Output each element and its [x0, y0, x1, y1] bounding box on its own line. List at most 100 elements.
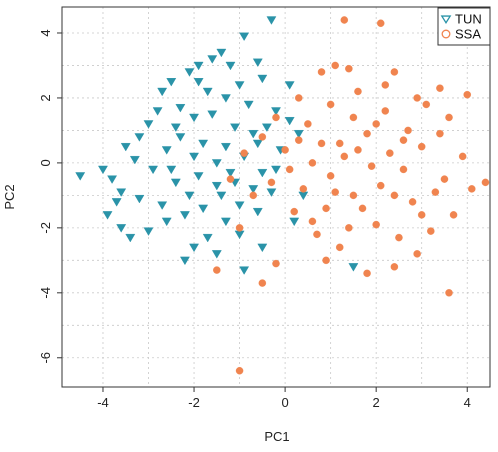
ssa-point: [404, 126, 412, 135]
ssa-point: [390, 191, 399, 200]
ssa-point: [413, 250, 421, 258]
ssa-point: [367, 162, 376, 170]
ssa-point: [390, 68, 399, 76]
ssa-point: [326, 172, 335, 180]
ssa-point: [445, 113, 453, 122]
legend-marker-tun: [440, 15, 452, 25]
ssa-point: [381, 107, 390, 115]
tun-point: [289, 217, 300, 227]
ssa-point: [440, 175, 449, 183]
tun-point: [252, 139, 263, 149]
tun-point: [266, 188, 277, 197]
tun-point: [211, 159, 222, 168]
tun-point: [143, 120, 154, 129]
ssa-point: [386, 149, 394, 157]
ssa-point: [226, 175, 235, 183]
ssa-point: [372, 220, 380, 229]
tun-point: [207, 55, 218, 64]
ssa-point: [358, 204, 367, 213]
tun-point: [252, 58, 263, 67]
ssa-point: [322, 204, 330, 213]
tun-point: [116, 188, 127, 197]
tun-point: [234, 81, 245, 90]
ssa-point: [399, 165, 408, 174]
ssa-point: [463, 90, 471, 99]
x-axis-ticks: -4 -2 0 2 4: [97, 387, 471, 410]
ssa-point: [363, 129, 371, 138]
tun-point: [193, 172, 204, 181]
ssa-point: [290, 207, 298, 216]
ssa-point: [345, 64, 353, 73]
ssa-point: [349, 191, 358, 200]
tun-point: [202, 87, 213, 97]
ssa-point: [481, 178, 490, 187]
tun-point: [216, 48, 227, 58]
ssa-point: [213, 266, 221, 274]
ssa-point: [326, 100, 335, 109]
x-tick-label: -2: [188, 395, 200, 410]
tun-point: [225, 61, 236, 71]
y-tick-label: -6: [38, 352, 53, 364]
x-tick-label: 2: [373, 395, 380, 410]
grid-lines: [62, 7, 490, 387]
tun-point: [148, 165, 159, 175]
ssa-point: [295, 136, 303, 144]
legend-label-tun: TUN: [455, 12, 482, 27]
tun-point: [211, 181, 222, 191]
x-tick-label: 4: [464, 395, 471, 410]
tun-point: [257, 168, 268, 178]
tun-point: [134, 133, 145, 142]
tun-point: [179, 211, 190, 220]
tun-point: [257, 74, 268, 84]
ssa-point: [267, 178, 276, 187]
ssa-point: [249, 191, 257, 200]
tun-point: [252, 207, 263, 217]
tun-point: [116, 224, 127, 233]
tun-point: [166, 165, 177, 175]
ssa-point: [331, 61, 339, 70]
ssa-point: [413, 94, 421, 102]
ssa-point: [235, 224, 244, 232]
ssa-point: [308, 217, 317, 226]
tun-point: [111, 198, 122, 207]
ssa-point: [272, 259, 280, 268]
ssa-point: [235, 367, 244, 375]
data-points: [75, 16, 490, 375]
ssa-point: [363, 269, 371, 278]
tun-point: [107, 175, 118, 184]
ssa-point: [372, 120, 380, 128]
tun-point: [170, 178, 181, 188]
ssa-point: [427, 227, 435, 235]
ssa-point: [317, 139, 326, 148]
tun-point: [161, 217, 172, 227]
ssa-point: [436, 129, 444, 138]
plot-frame: [61, 6, 491, 388]
ssa-point: [417, 142, 426, 151]
ssa-point: [376, 181, 385, 190]
y-tick-label: 2: [38, 94, 53, 101]
tun-point: [239, 32, 250, 41]
ssa-point: [295, 94, 303, 102]
tun-point: [220, 94, 231, 103]
ssa-point: [376, 19, 385, 27]
ssa-point: [390, 263, 399, 271]
tun-point: [198, 139, 209, 149]
ssa-point: [458, 152, 467, 161]
tun-point: [261, 123, 272, 132]
tun-point: [193, 78, 204, 87]
ssa-point: [240, 149, 248, 157]
tun-point: [284, 117, 295, 126]
ssa-point: [281, 146, 289, 154]
ssa-point: [317, 68, 326, 76]
legend-box: [437, 7, 491, 46]
ssa-point: [272, 113, 280, 122]
tun-point: [198, 204, 209, 214]
tun-point: [179, 256, 190, 266]
tun-point: [175, 104, 186, 113]
tun-point: [293, 130, 304, 139]
tun-point: [234, 201, 245, 210]
tun-point: [239, 266, 250, 275]
tun-point: [189, 113, 199, 123]
ssa-point: [345, 224, 353, 232]
